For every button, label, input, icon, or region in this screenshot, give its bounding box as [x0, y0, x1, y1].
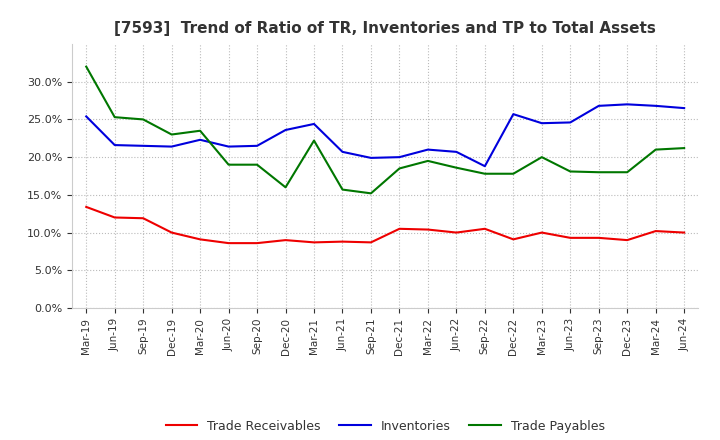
Trade Payables: [537, 154, 546, 160]
Trade Receivables: [167, 230, 176, 235]
Trade Receivables: [680, 230, 688, 235]
Line: Trade Payables: Trade Payables: [86, 66, 684, 193]
Inventories: [480, 164, 489, 169]
Trade Payables: [110, 114, 119, 120]
Trade Receivables: [452, 230, 461, 235]
Inventories: [282, 127, 290, 132]
Trade Receivables: [395, 226, 404, 231]
Trade Payables: [595, 169, 603, 175]
Legend: Trade Receivables, Inventories, Trade Payables: Trade Receivables, Inventories, Trade Pa…: [161, 414, 610, 437]
Inventories: [509, 111, 518, 117]
Trade Payables: [566, 169, 575, 174]
Inventories: [652, 103, 660, 109]
Trade Payables: [253, 162, 261, 167]
Trade Payables: [139, 117, 148, 122]
Trade Receivables: [338, 239, 347, 244]
Trade Receivables: [595, 235, 603, 241]
Trade Receivables: [423, 227, 432, 232]
Trade Payables: [282, 185, 290, 190]
Title: [7593]  Trend of Ratio of TR, Inventories and TP to Total Assets: [7593] Trend of Ratio of TR, Inventories…: [114, 21, 656, 36]
Inventories: [623, 102, 631, 107]
Inventories: [680, 106, 688, 111]
Inventories: [595, 103, 603, 109]
Trade Payables: [196, 128, 204, 133]
Trade Receivables: [509, 237, 518, 242]
Inventories: [395, 154, 404, 160]
Inventories: [225, 144, 233, 149]
Trade Receivables: [366, 240, 375, 245]
Trade Payables: [680, 146, 688, 151]
Inventories: [537, 121, 546, 126]
Inventories: [139, 143, 148, 148]
Trade Payables: [167, 132, 176, 137]
Trade Receivables: [196, 237, 204, 242]
Inventories: [253, 143, 261, 148]
Trade Receivables: [82, 204, 91, 209]
Trade Receivables: [310, 240, 318, 245]
Inventories: [167, 144, 176, 149]
Trade Payables: [623, 169, 631, 175]
Inventories: [110, 143, 119, 148]
Trade Receivables: [139, 216, 148, 221]
Trade Payables: [338, 187, 347, 192]
Trade Receivables: [110, 215, 119, 220]
Trade Payables: [82, 64, 91, 69]
Trade Receivables: [537, 230, 546, 235]
Trade Payables: [310, 138, 318, 143]
Trade Payables: [366, 191, 375, 196]
Trade Payables: [452, 165, 461, 170]
Trade Payables: [480, 171, 489, 176]
Trade Receivables: [480, 226, 489, 231]
Trade Payables: [652, 147, 660, 152]
Inventories: [338, 149, 347, 154]
Trade Receivables: [623, 238, 631, 243]
Trade Receivables: [253, 241, 261, 246]
Trade Payables: [423, 158, 432, 164]
Trade Receivables: [282, 238, 290, 243]
Inventories: [366, 155, 375, 161]
Line: Inventories: Inventories: [86, 104, 684, 166]
Inventories: [452, 149, 461, 154]
Trade Receivables: [652, 228, 660, 234]
Trade Payables: [225, 162, 233, 167]
Line: Trade Receivables: Trade Receivables: [86, 207, 684, 243]
Inventories: [196, 137, 204, 143]
Inventories: [423, 147, 432, 152]
Trade Payables: [509, 171, 518, 176]
Trade Payables: [395, 166, 404, 171]
Inventories: [82, 114, 91, 119]
Trade Receivables: [225, 241, 233, 246]
Inventories: [566, 120, 575, 125]
Trade Receivables: [566, 235, 575, 241]
Inventories: [310, 121, 318, 127]
